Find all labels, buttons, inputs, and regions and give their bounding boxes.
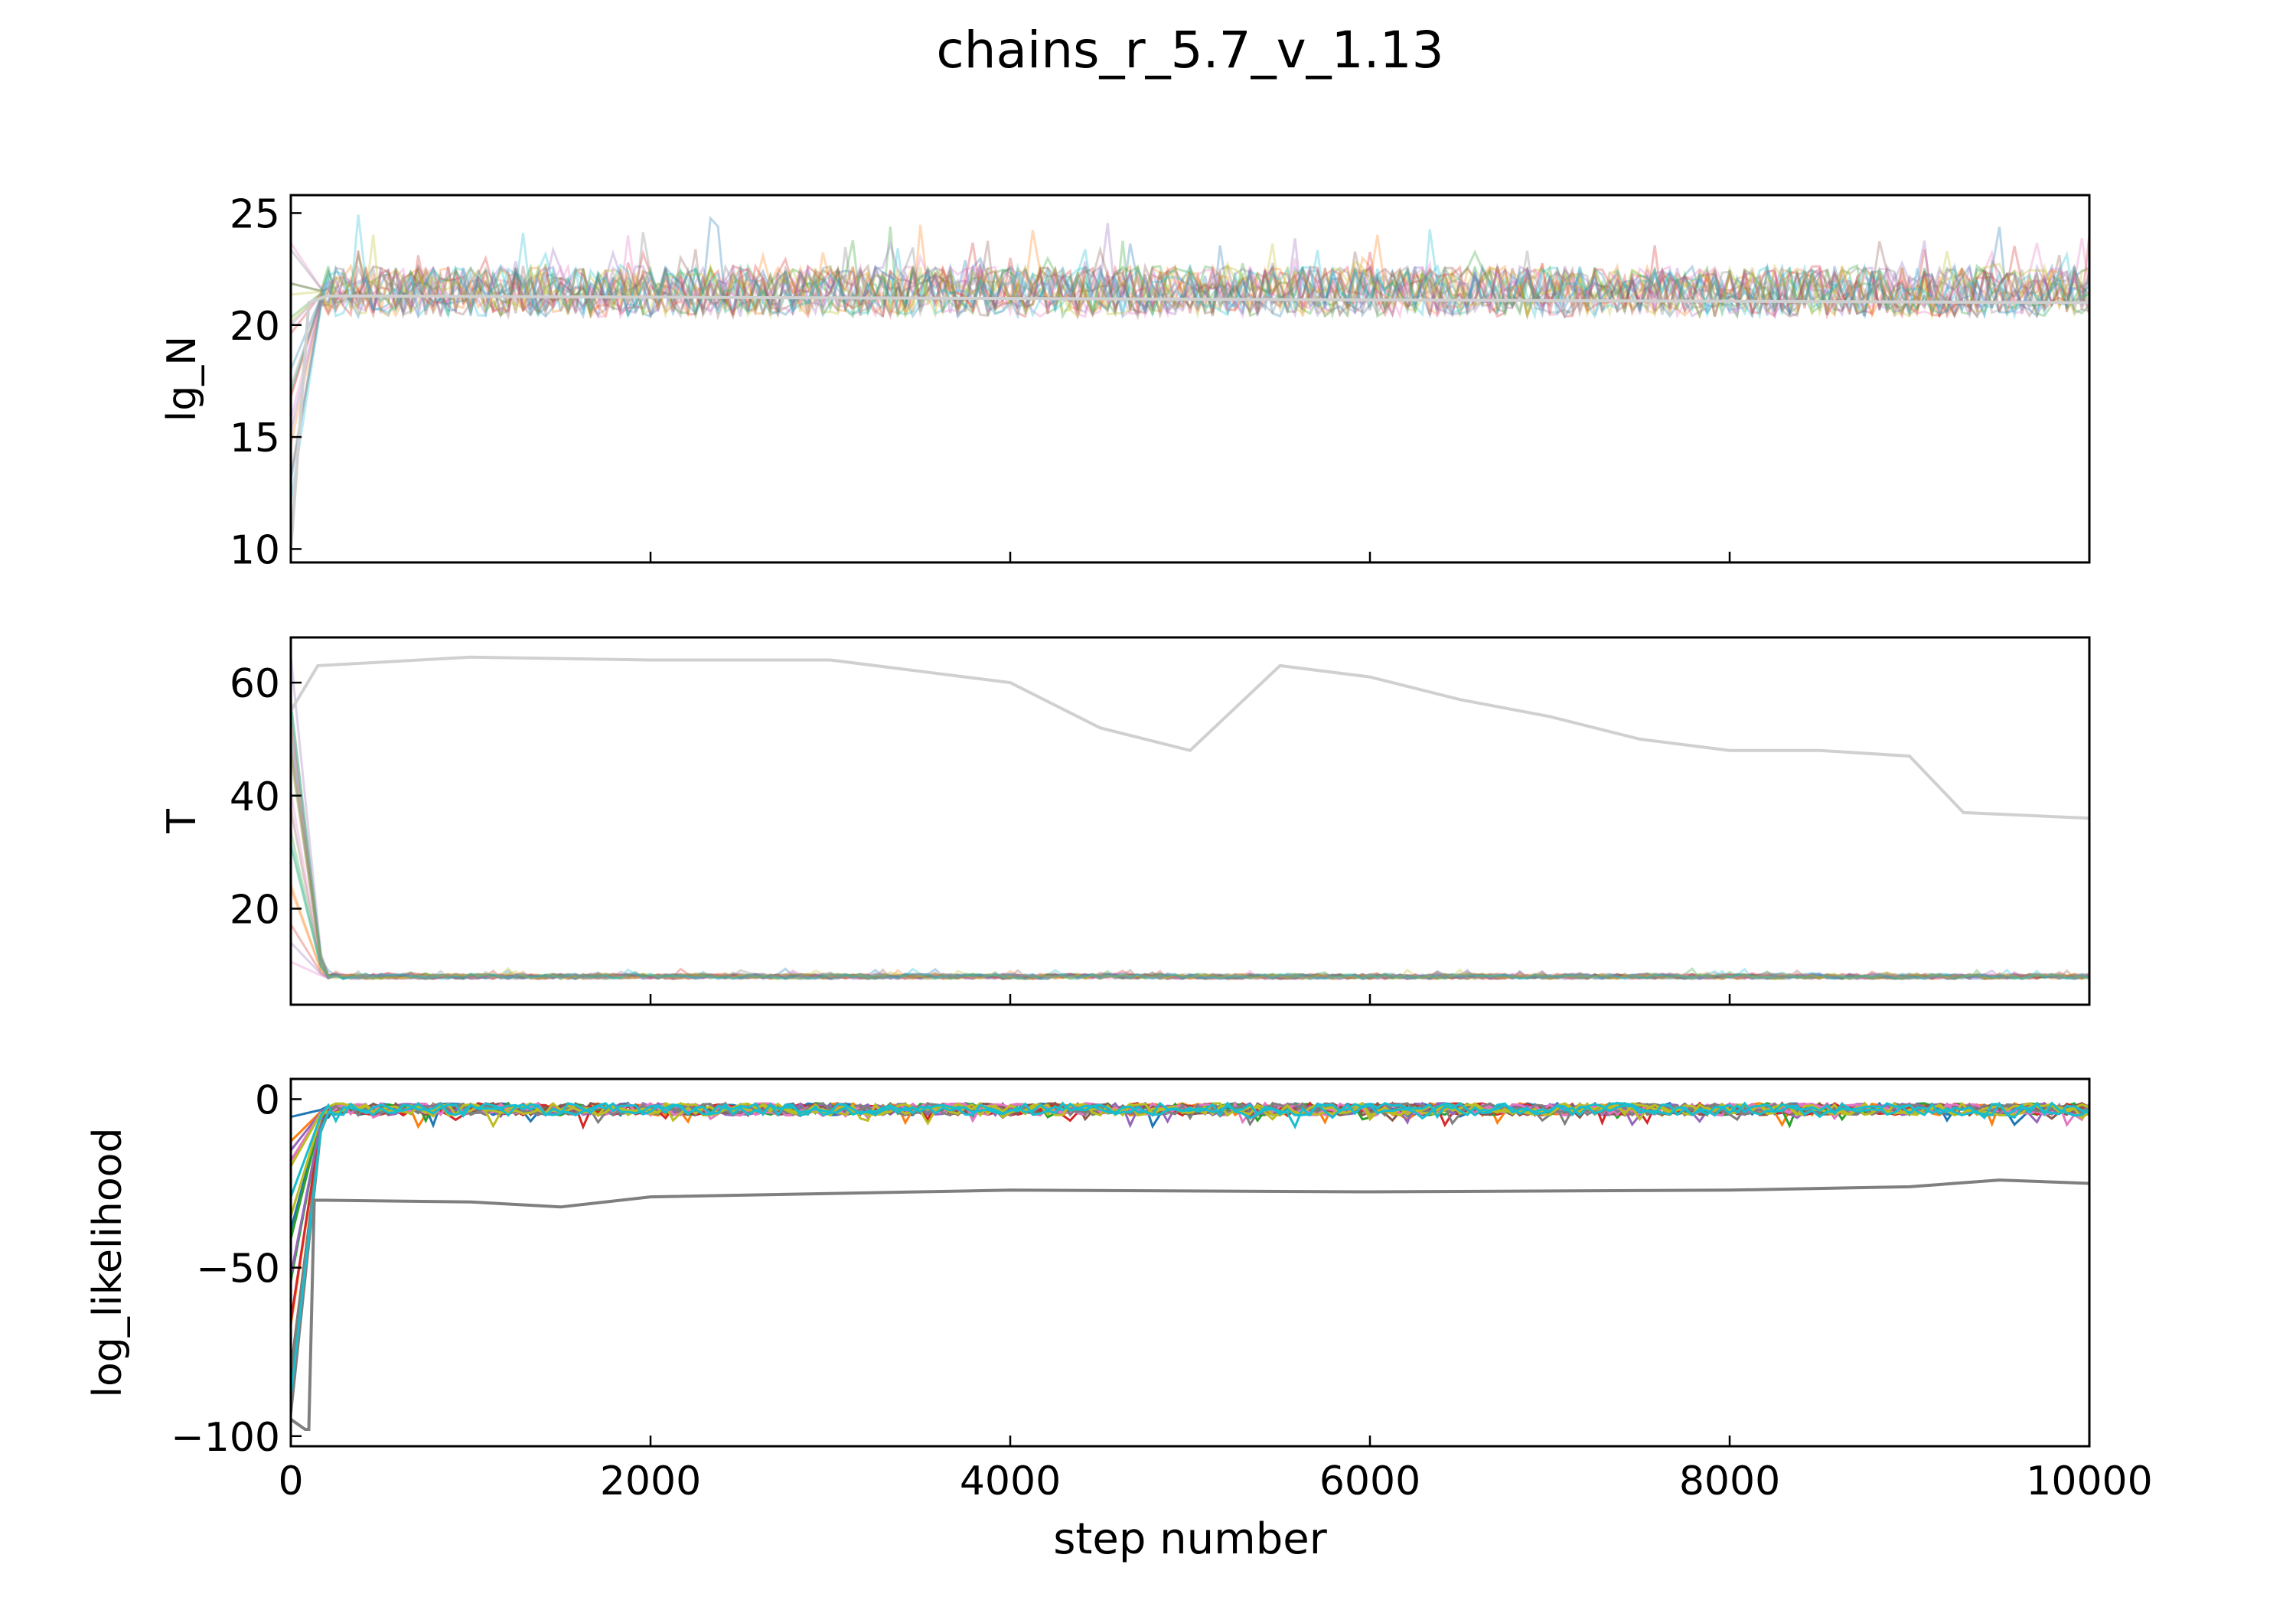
log-likelihood-walker-trace — [289, 1101, 2090, 1396]
t-walker-trace — [289, 845, 2090, 981]
log-likelihood-walker-trace — [289, 1101, 2091, 1240]
t-walker-trace — [289, 702, 2090, 980]
t-walker-trace — [289, 842, 2090, 981]
log-likelihood-walker-trace — [289, 1101, 2090, 1373]
lg-n-panel: 10 15 20 25 lg_N — [159, 191, 2091, 573]
lg-n-y-tick-label: 15 — [230, 416, 280, 461]
x-tick-label: 4000 — [960, 1458, 1061, 1504]
t-ylabel: T — [159, 809, 205, 834]
log-likelihood-walker-trace — [289, 1101, 2091, 1322]
t-outlier-trace — [289, 655, 2090, 820]
log-likelihood-ylabel: log_likelihood — [85, 1128, 131, 1398]
t-walker-trace — [289, 721, 2090, 981]
log-likelihood-walker-trace — [289, 1101, 2091, 1405]
figure-title: chains_r_5.7_v_1.13 — [936, 21, 1443, 80]
lg-n-walker-trace — [289, 246, 2091, 319]
t-walker-trace — [289, 706, 2090, 981]
lg-n-ticks: 10 15 20 25 — [230, 191, 2091, 573]
lg-n-walker-trace — [289, 234, 2090, 323]
lg-n-walker-trace — [290, 240, 2091, 320]
t-panel: 20 40 60 T — [159, 636, 2091, 1006]
lg-n-walker-trace — [289, 215, 2090, 482]
lg-n-walker-trace — [289, 246, 2091, 335]
t-walker-trace — [290, 960, 2090, 981]
t-frame — [289, 636, 2091, 1006]
log-likelihood-walker-trace — [289, 1101, 2090, 1370]
t-walker-trace — [289, 755, 2090, 981]
t-walker-trace — [289, 748, 2090, 981]
x-tick-label: 6000 — [1319, 1458, 1420, 1504]
lg-n-ylabel: lg_N — [159, 336, 205, 422]
log-likelihood-walker-trace — [289, 1101, 2091, 1230]
lg-n-walker-trace — [289, 249, 2090, 393]
lg-n-walker-trace — [289, 240, 2090, 326]
log-likelihood-y-tick-label: −100 — [171, 1415, 280, 1461]
log-likelihood-y-tick-label: 0 — [255, 1077, 280, 1123]
lg-n-walker-trace — [289, 214, 2091, 502]
x-tick-label: 8000 — [1679, 1458, 1780, 1504]
log-likelihood-walker-trace — [289, 1101, 2091, 1416]
t-y-tick-label: 60 — [230, 661, 280, 707]
x-tick-label: 2000 — [600, 1458, 701, 1504]
t-ticks: 20 40 60 — [230, 661, 2091, 1005]
t-walker-trace — [289, 924, 2090, 981]
lg-n-walker-trace — [289, 241, 2091, 476]
t-walker-trace — [289, 741, 2090, 980]
lg-n-walker-trace — [290, 227, 2091, 320]
t-walker-trace — [289, 792, 2090, 980]
t-walker-trace — [289, 888, 2090, 981]
log-likelihood-walker-trace — [289, 1101, 2090, 1325]
lg-n-walker-trace — [289, 234, 2091, 398]
t-walker-trace — [289, 884, 2090, 981]
x-tick-label: 10000 — [2026, 1458, 2152, 1504]
x-axis-label: step number — [1053, 1514, 1327, 1564]
t-walker-trace — [289, 754, 2090, 981]
log-likelihood-walker-traces — [289, 1100, 2091, 1431]
lg-n-walker-trace — [289, 223, 2091, 432]
log-likelihood-walker-trace — [289, 1101, 2090, 1388]
t-walker-trace — [289, 831, 2090, 981]
lg-n-walker-trace — [290, 259, 2090, 321]
lg-n-outlier-trace — [289, 294, 2090, 549]
log-likelihood-y-tick-label: −50 — [196, 1247, 280, 1292]
lg-n-walker-trace — [289, 245, 2090, 370]
t-walker-trace — [289, 941, 2090, 980]
lg-n-walker-trace — [289, 232, 2090, 388]
lg-n-y-tick-label: 25 — [230, 191, 280, 237]
lg-n-frame — [289, 194, 2091, 564]
t-walker-trace — [289, 809, 2090, 981]
lg-n-y-tick-label: 20 — [230, 304, 280, 350]
log-likelihood-panel: 0 −50 −100 log_likelihood — [85, 1077, 2091, 1461]
t-walker-trace — [289, 699, 2090, 981]
t-y-tick-label: 20 — [230, 887, 280, 933]
t-y-tick-label: 40 — [230, 774, 280, 820]
log-likelihood-walker-trace — [289, 1101, 2090, 1217]
lg-n-walker-trace — [290, 240, 2090, 320]
t-walker-trace — [289, 656, 2090, 980]
log-likelihood-outlier-trace — [289, 1178, 2090, 1431]
log-likelihood-frame — [289, 1077, 2091, 1448]
t-walker-trace — [289, 728, 2090, 981]
lg-n-y-tick-label: 10 — [230, 527, 280, 573]
lg-n-walker-trace — [289, 230, 2091, 396]
lg-n-walker-traces — [289, 214, 2091, 549]
x-tick-label: 0 — [278, 1458, 303, 1504]
lg-n-walker-trace — [289, 224, 2091, 445]
log-likelihood-ticks: 0 −50 −100 — [171, 1077, 2091, 1461]
t-walker-traces — [289, 655, 2090, 981]
x-tick-labels: 0 2000 4000 6000 8000 10000 — [278, 1458, 2152, 1504]
